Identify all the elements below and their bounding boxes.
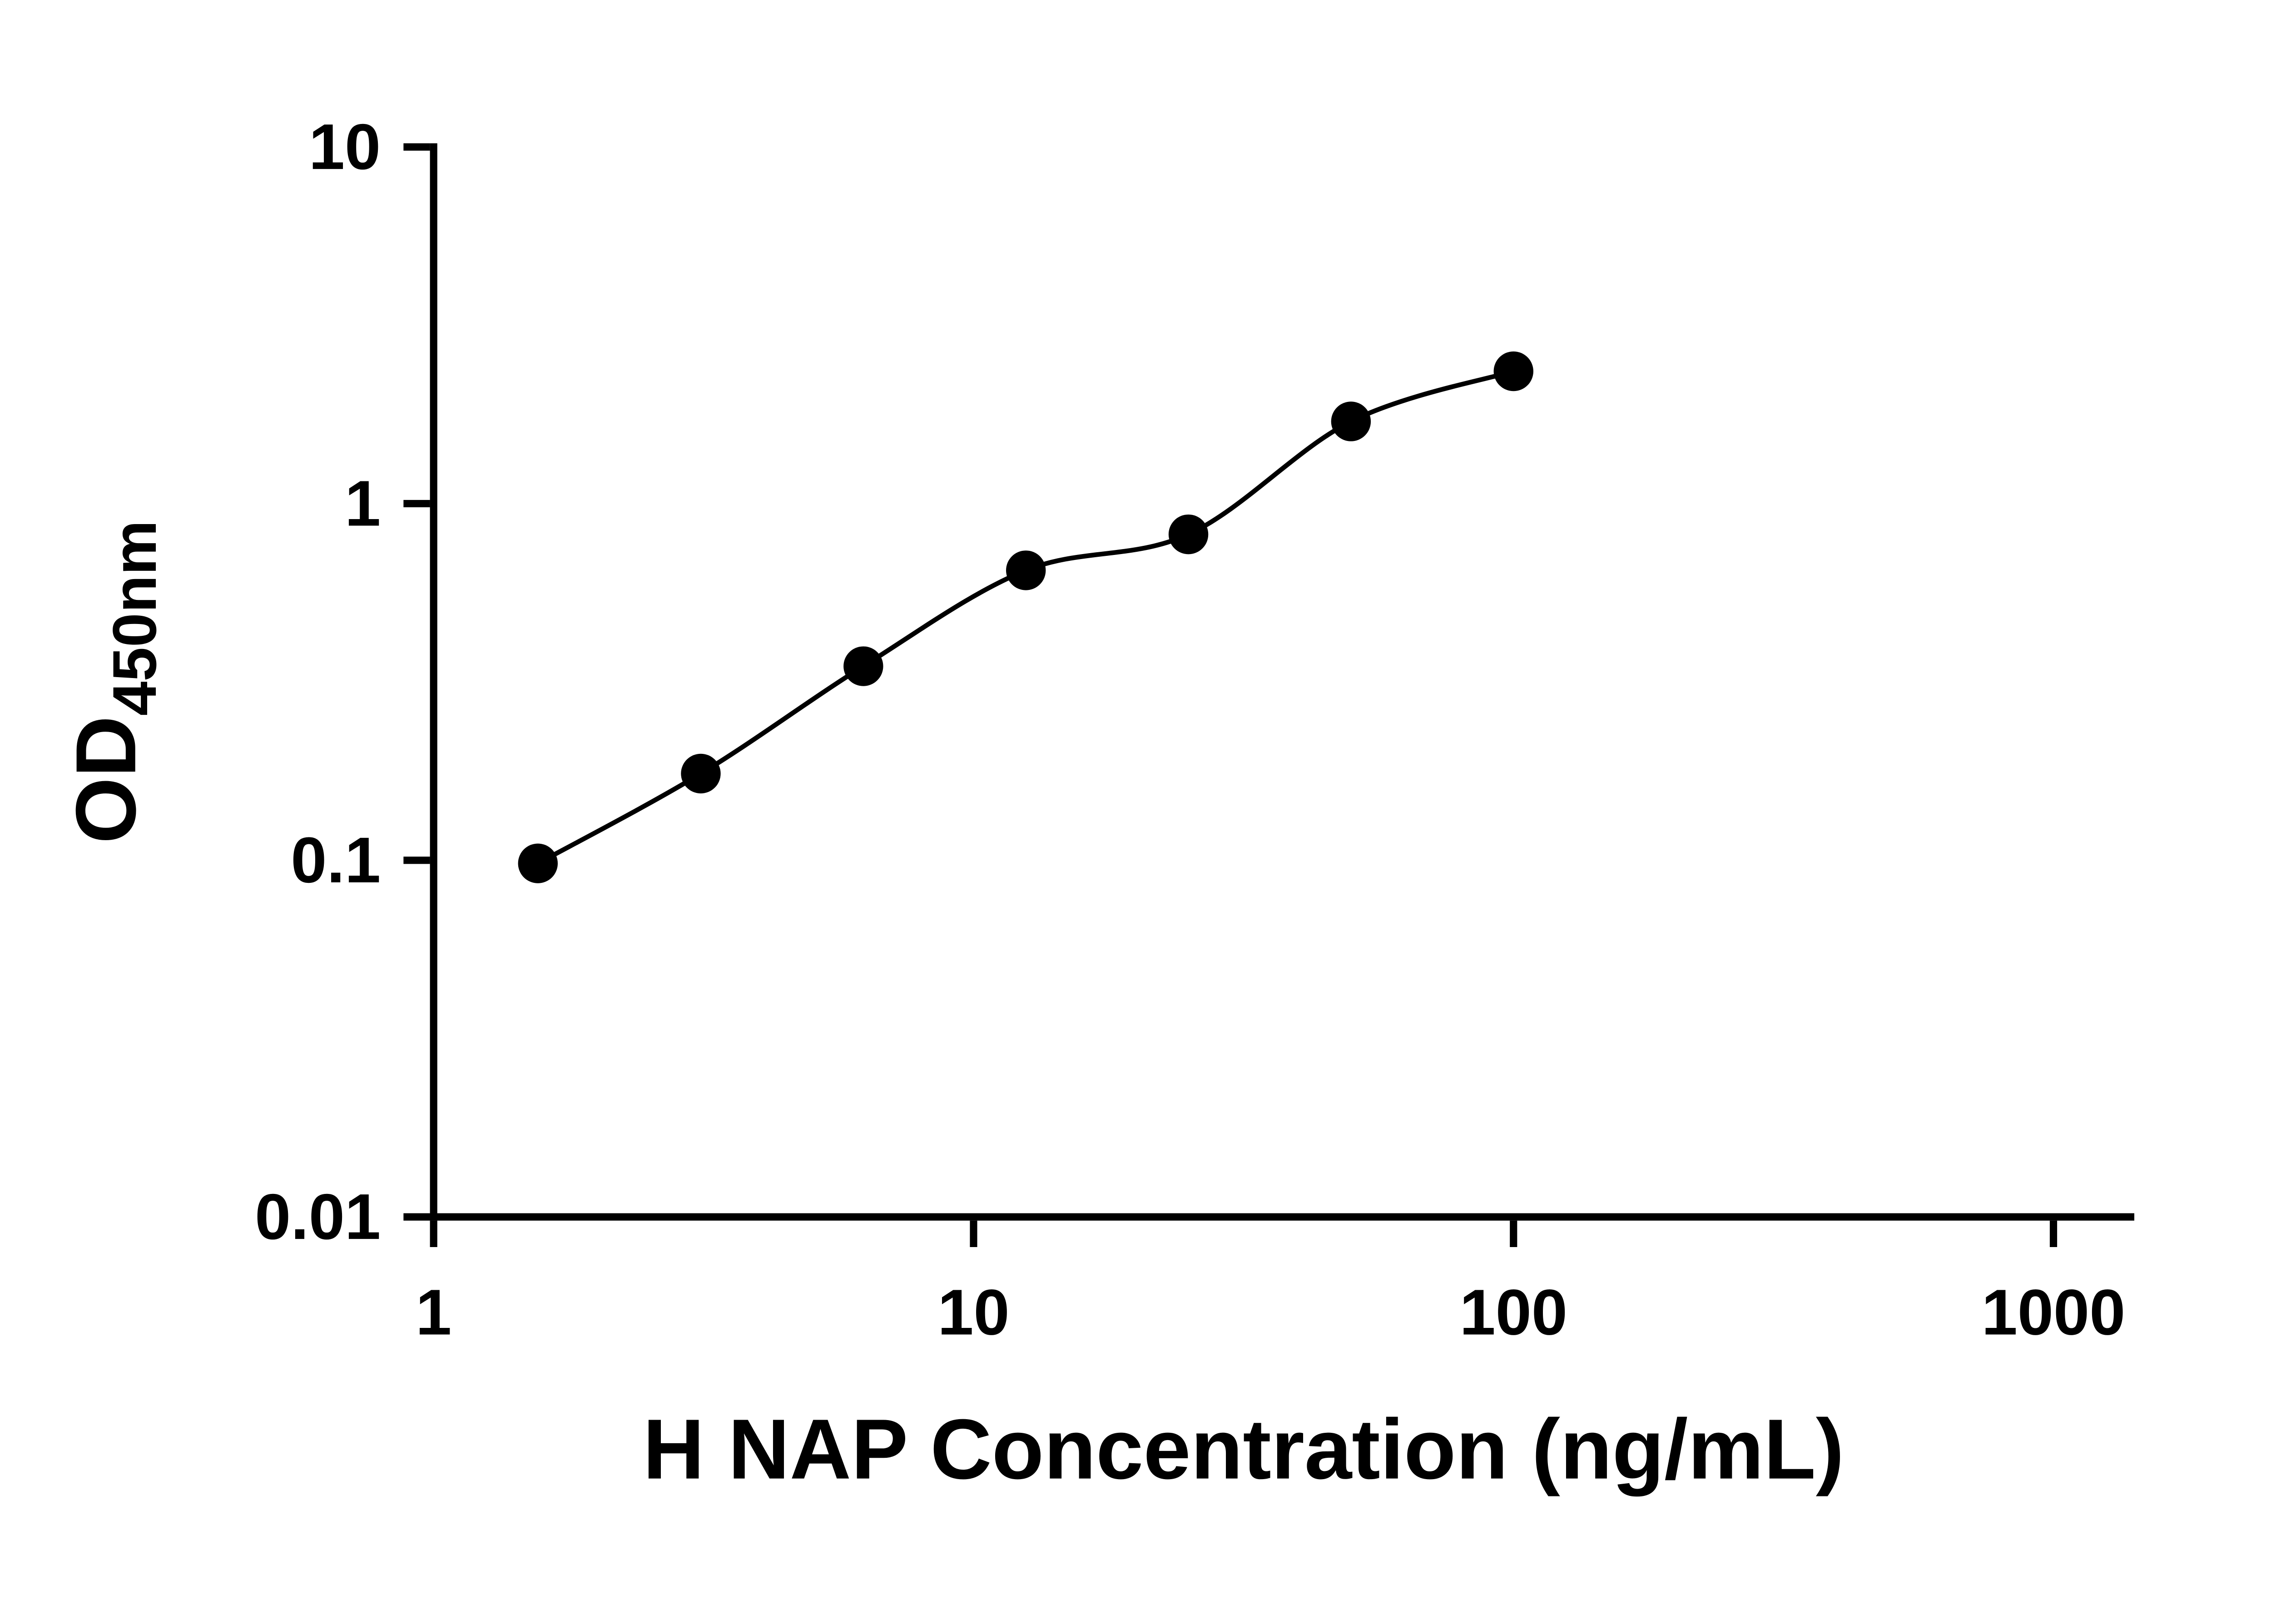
x-axis-title: H NAP Concentration (ng/mL) <box>643 1401 1844 1497</box>
x-tick-label: 1 <box>416 1277 451 1349</box>
data-point <box>681 753 721 794</box>
data-point <box>843 646 883 686</box>
y-tick-label: 10 <box>309 111 381 183</box>
data-point <box>1493 351 1533 391</box>
y-tick-label: 0.1 <box>291 824 381 896</box>
data-point <box>518 843 558 883</box>
y-axis-title-main: OD <box>58 716 154 844</box>
standard-curve-chart: 1 10 100 1000 10 1 0.1 0.01 H NAP Concentration … <box>58 111 2135 1497</box>
y-axis-title-subscript: 450nm <box>100 520 169 716</box>
data-point <box>1168 514 1209 555</box>
y-tick-label: 1 <box>345 467 381 540</box>
data-point <box>1331 401 1371 441</box>
elisa-standard-curve-figure: 1 10 100 1000 10 1 0.1 0.01 H NAP Concentration … <box>58 111 2135 1497</box>
data-point <box>1006 550 1046 590</box>
x-tick-label: 1000 <box>1982 1277 2126 1349</box>
y-tick-label: 0.01 <box>255 1181 381 1253</box>
fit-curve <box>536 369 1514 866</box>
x-tick-label: 100 <box>1459 1277 1567 1349</box>
x-tick-label: 10 <box>937 1277 1009 1349</box>
y-axis-title: OD450nm <box>58 520 169 844</box>
